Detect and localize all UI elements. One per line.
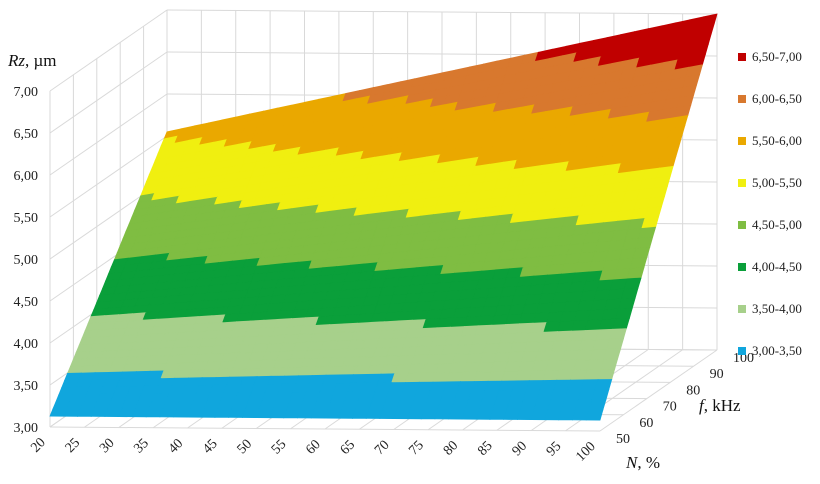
legend-label: 4,50-5,00 — [752, 217, 802, 232]
surface-cell — [617, 297, 636, 310]
x-tick-label: 60 — [303, 437, 324, 458]
y-tick-label: 90 — [710, 367, 724, 382]
x-tick-label: 35 — [131, 436, 152, 457]
y-tick-label: 60 — [639, 416, 653, 431]
surface-cell — [620, 287, 639, 300]
z-axis-ticks: 3,00 3,50 4,00 4,50 5,00 5,50 6,00 6,50 7,00 — [14, 85, 39, 436]
legend-label: 3,00-3,50 — [752, 343, 802, 358]
legend-swatch — [738, 221, 746, 229]
legend-swatch — [738, 95, 746, 103]
x-tick-label: 65 — [338, 438, 359, 459]
x-axis-title: N, % — [625, 453, 660, 472]
x-tick-label: 75 — [406, 438, 427, 459]
legend-swatch — [738, 137, 746, 145]
surface-cell — [614, 307, 633, 320]
legend-label: 5,00-5,50 — [752, 175, 802, 190]
y-tick-label: 70 — [663, 400, 677, 415]
x-tick-label: 50 — [235, 437, 256, 458]
legend-label: 4,00-4,50 — [752, 259, 802, 274]
legend-swatch — [738, 305, 746, 313]
x-tick-label: 95 — [544, 439, 565, 460]
legend-swatch — [738, 347, 746, 355]
surface-cell — [603, 348, 622, 360]
surface-cell — [594, 379, 613, 391]
x-tick-label: 70 — [372, 438, 393, 459]
x-tick-label: 85 — [475, 439, 496, 460]
z-tick-label: 5,00 — [14, 253, 39, 268]
y-tick-label: 50 — [616, 432, 630, 447]
surface-cell — [647, 196, 665, 209]
grid-line — [49, 93, 168, 176]
legend: 6,50-7,00 6,00-6,50 5,50-6,00 5,00-5,50 4,50… — [738, 49, 802, 358]
x-tick-label: 100 — [573, 439, 598, 464]
z-tick-label: 3,00 — [14, 421, 39, 436]
legend-label: 6,50-7,00 — [752, 49, 802, 64]
legend-label: 3,50-4,00 — [752, 301, 802, 316]
surface-cell — [591, 389, 610, 401]
z-tick-label: 7,00 — [14, 85, 39, 100]
x-tick-label: 40 — [166, 436, 187, 457]
x-axis-ticks: 20 25 30 35 40 45 50 55 60 65 70 75 80 85 90 95 100 — [28, 435, 599, 464]
y-axis-title: f, kHz — [699, 396, 741, 415]
z-tick-label: 6,00 — [14, 169, 39, 184]
grid-line — [49, 51, 168, 134]
surface-cell — [600, 358, 619, 371]
z-axis-title: Rz, µm — [7, 51, 57, 70]
surface-cell — [629, 257, 648, 270]
y-tick-label: 80 — [686, 383, 700, 398]
z-tick-label: 5,50 — [14, 211, 39, 226]
x-tick-label: 20 — [28, 435, 49, 456]
x-tick-label: 80 — [441, 438, 462, 459]
surface-cell — [632, 247, 651, 260]
x-tick-label: 45 — [200, 437, 221, 458]
legend-label: 6,00-6,50 — [752, 91, 802, 106]
grid-line — [599, 349, 718, 432]
surface-cell — [609, 328, 627, 340]
grid-line — [49, 426, 601, 432]
x-tick-label: 30 — [97, 436, 118, 457]
legend-swatch — [738, 263, 746, 271]
legend-label: 5,50-6,00 — [752, 133, 802, 148]
surface-cell — [635, 236, 654, 250]
z-tick-label: 4,00 — [14, 337, 39, 352]
z-tick-label: 4,50 — [14, 295, 39, 310]
surface-plot — [49, 13, 718, 421]
legend-swatch — [738, 53, 746, 61]
surface-cell — [588, 399, 607, 411]
z-tick-label: 3,50 — [14, 379, 39, 394]
x-tick-label: 90 — [510, 439, 531, 460]
surface-cell — [623, 277, 642, 290]
surface-cell — [606, 338, 624, 350]
grid-line — [49, 135, 168, 218]
surface-cell — [597, 368, 616, 381]
legend-swatch — [738, 179, 746, 187]
x-tick-label: 25 — [63, 436, 84, 457]
surface-cell — [626, 267, 645, 280]
surface-cell — [612, 318, 630, 330]
grid-line — [49, 9, 168, 92]
x-tick-label: 55 — [269, 437, 290, 458]
surface-cell — [585, 409, 604, 421]
z-tick-label: 6,50 — [14, 127, 39, 142]
